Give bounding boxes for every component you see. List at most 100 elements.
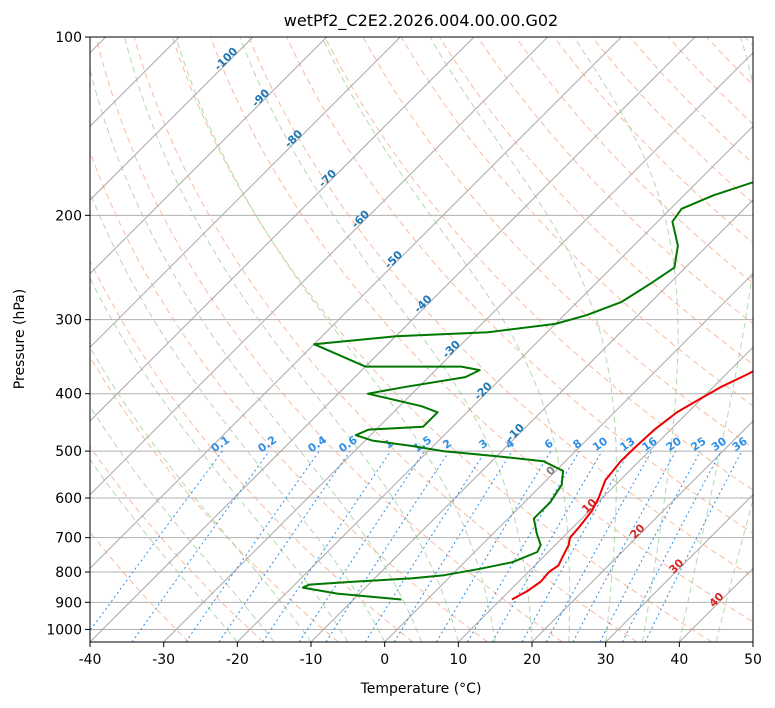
isotherm-line [90,37,623,570]
mixing-ratio-label: 0.1 [209,433,232,455]
mixing-ratio-line [621,450,722,642]
isotherm-line [531,420,753,642]
moist-adiabat [429,37,617,642]
moist-adiabat [678,37,753,642]
mixing-ratio-line [185,450,320,642]
dry-adiabat [362,37,753,449]
x-tick-label: 0 [380,652,389,668]
mixing-ratio-line [435,450,552,642]
moist-adiabat [90,67,422,642]
mixing-ratio-line [393,450,513,642]
isotherm-label: 20 [628,521,648,541]
dry-adiabat [171,37,712,642]
dry-adiabat [553,37,753,244]
moist-adiabat [715,498,753,642]
dry-adiabat [90,150,488,642]
isotherm-line [90,37,696,642]
isotherm-label: -40 [411,292,434,315]
moist-adiabats [90,37,753,642]
dry-adiabat [90,531,190,642]
y-tick-label: 700 [55,531,82,547]
y-tick-label: 100 [55,30,82,46]
isotherm-label: -70 [316,167,339,190]
series-lines [301,181,753,601]
axes-ticks: -40 -30 -20 -10 0 10 20 30 40 5010020030040050060… [46,30,762,668]
dry-adiabat [438,37,753,366]
isotherm-label: -90 [249,86,272,109]
isotherm-line [90,37,402,349]
plot-area: 0.1 0.2 0.4 0.6 1 1.5 2 3 4 6 8 10 13 16 20 25 30 36-100-… [0,10,775,642]
moist-adiabat [573,37,679,642]
isotherm-line [678,567,753,642]
dry-adiabat [744,37,753,47]
mixing-ratio-lines [90,450,743,642]
isotherm-label: 40 [707,590,727,610]
mixing-ratio-label: 0.4 [306,433,330,455]
isotherm-line [90,37,549,496]
moist-adiabat [239,37,533,642]
isotherm-label: -20 [472,379,495,402]
dry-adiabat [400,37,753,407]
dry-adiabat [95,37,563,642]
isotherms [0,10,753,642]
dry-adiabat [477,37,753,325]
moist-adiabat [124,37,459,642]
mixing-ratio-line [262,450,392,642]
isotherm-label: -30 [440,338,463,361]
isotherm-line [90,37,328,275]
x-tick-label: 10 [449,652,467,668]
mixing-ratio-line [521,450,630,642]
plot-frame [89,36,754,643]
x-tick-label: -40 [79,652,102,668]
isotherm-line [90,37,475,422]
mixing-ratio-label: 2 [440,437,454,452]
y-tick-label: 900 [55,595,82,611]
isotherm-line [236,125,753,642]
moist-adiabat [90,346,312,642]
x-tick-label: 30 [597,652,615,668]
isotherm-label: -100 [212,44,241,73]
dry-adiabats [90,10,775,642]
isotherm-line [752,641,753,642]
x-axis-title: Temperature (°C) [360,681,482,697]
y-tick-label: 600 [55,491,82,507]
y-tick-label: 300 [55,313,82,329]
x-tick-label: 50 [744,652,762,668]
isotherm-line [384,272,753,642]
mixing-ratio-line [218,450,351,642]
isotherm-line [605,493,753,642]
y-tick-label: 1000 [46,622,82,638]
dry-adiabat [133,37,638,642]
temperature-line [511,370,753,601]
y-tick-label: 500 [55,444,82,460]
mixing-ratio-line [325,450,450,642]
y-axis-title: Pressure (hPa) [12,289,28,389]
isotherm-line [0,10,59,642]
moist-adiabat [90,190,386,642]
x-tick-label: -10 [300,652,323,668]
dry-adiabat [667,37,753,125]
isotherm-line [163,51,753,642]
dry-adiabat [705,37,753,86]
dewpoint-line [301,181,753,601]
x-tick-label: -20 [226,652,249,668]
mixing-ratio-line [644,450,743,642]
moist-adiabat [90,277,349,642]
moist-adiabat [175,37,496,642]
mixing-ratio-line [545,450,653,642]
x-tick-label: 40 [670,652,688,668]
dry-adiabat [515,37,753,284]
y-tick-label: 800 [55,565,82,581]
dry-adiabat [756,10,775,642]
mixing-ratio-line [599,450,701,642]
isopleth-labels: 0.1 0.2 0.4 0.6 1 1.5 2 3 4 6 8 10 13 16 20 25 30 36-100-… [209,44,750,609]
isotherm-label: -80 [282,127,305,150]
isotherm-line [90,37,181,128]
mixing-ratio-line [467,450,580,642]
moist-adiabat [90,405,275,642]
dry-adiabat [90,445,264,642]
moist-adiabat [321,37,571,642]
dry-adiabat [209,37,753,623]
y-tick-label: 400 [55,387,82,403]
mixing-ratio-line [90,450,223,632]
